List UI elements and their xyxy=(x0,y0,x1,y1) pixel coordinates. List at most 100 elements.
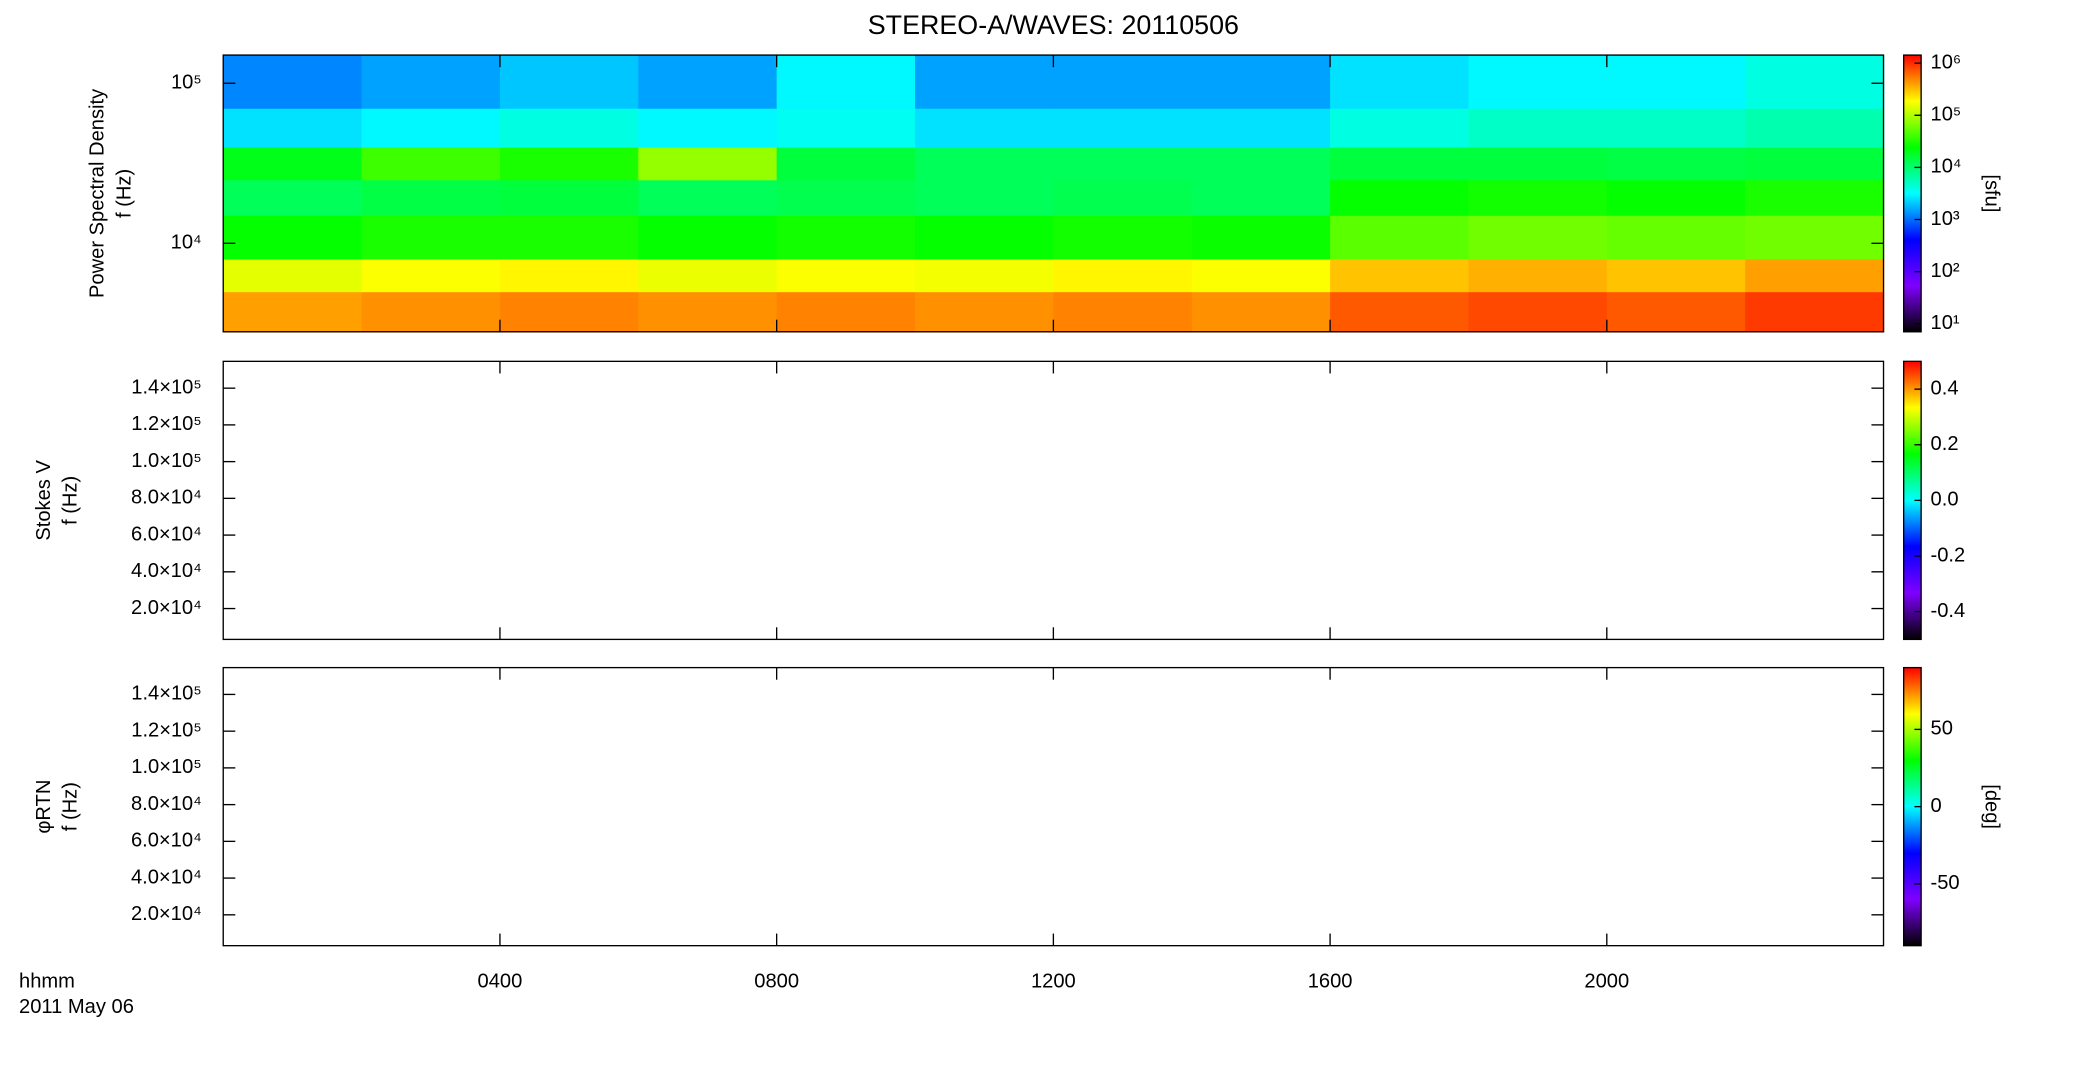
heatmap-cell xyxy=(915,146,1055,181)
heatmap-cell xyxy=(223,291,363,333)
colorbar xyxy=(1903,54,1922,333)
heatmap-cell xyxy=(1330,291,1470,333)
heatmap-cell xyxy=(1330,108,1470,148)
heatmap-cell xyxy=(361,258,501,293)
heatmap-cell xyxy=(1745,258,1885,293)
heatmap-cell xyxy=(638,215,778,260)
heatmap-cell xyxy=(1330,146,1470,181)
x-tick-label: 0400 xyxy=(478,970,523,992)
heatmap-cell xyxy=(361,146,501,181)
heatmap-cell xyxy=(361,291,501,333)
y-tick-label: 1.2×10⁵ xyxy=(131,719,201,741)
heatmap-cell xyxy=(1330,215,1470,260)
heatmap-cell xyxy=(1053,291,1193,333)
heatmap-cell xyxy=(1606,258,1746,293)
heatmap-cell xyxy=(915,179,1055,216)
heatmap-cell xyxy=(1053,215,1193,260)
colorbar-tick-label: 0.2 xyxy=(1931,433,1959,455)
heatmap-cell xyxy=(915,108,1055,148)
colorbar-tick-label: 10⁵ xyxy=(1931,104,1962,126)
heatmap-cell xyxy=(499,146,639,181)
y-tick-label: 10⁵ xyxy=(171,72,202,94)
heatmap-cell xyxy=(499,258,639,293)
heatmap-cell xyxy=(361,108,501,148)
heatmap-cell xyxy=(223,258,363,293)
heatmap-cell xyxy=(1745,215,1885,260)
heatmap-cell xyxy=(1053,258,1193,293)
heatmap-cell xyxy=(1606,291,1746,333)
heatmap-cell xyxy=(223,215,363,260)
heatmap-cell xyxy=(1468,258,1608,293)
x-tick-label: 2000 xyxy=(1584,970,1629,992)
heatmap-cell xyxy=(1191,55,1331,109)
heatmap-cell xyxy=(1330,258,1470,293)
heatmap-cell xyxy=(638,55,778,109)
colorbar-tick-label: 10³ xyxy=(1931,208,1960,230)
colorbar-tick-label: 0.4 xyxy=(1931,377,1959,399)
heatmap-cell xyxy=(776,55,916,109)
date-label: 2011 May 06 xyxy=(19,996,134,1018)
heatmap-cell xyxy=(1606,55,1746,109)
x-tick-label: 1600 xyxy=(1308,970,1353,992)
y-axis-label: f (Hz) xyxy=(60,476,82,525)
colorbar-tick-label: 0 xyxy=(1931,795,1942,817)
plot-frame xyxy=(222,666,1885,947)
heatmap-cell xyxy=(1606,146,1746,181)
heatmap-cell xyxy=(1191,258,1331,293)
colorbar-tick-label: -0.4 xyxy=(1931,600,1966,622)
heatmap-cell xyxy=(1745,291,1885,333)
y-axis-label: f (Hz) xyxy=(60,782,82,831)
heatmap-cell xyxy=(776,108,916,148)
heatmap-cell xyxy=(499,179,639,216)
y-tick-label: 10⁴ xyxy=(171,232,202,254)
y-tick-label: 2.0×10⁴ xyxy=(131,597,202,619)
colorbar-tick-label: 10⁴ xyxy=(1931,156,1962,178)
y-tick-label: 4.0×10⁴ xyxy=(131,866,202,888)
heatmap-cell xyxy=(1191,108,1331,148)
colorbar-tick-label: 0.0 xyxy=(1931,489,1959,511)
heatmap-cell xyxy=(776,179,916,216)
heatmap-cell xyxy=(776,291,916,333)
heatmap-cell xyxy=(1053,146,1193,181)
colorbar-label: [deg] xyxy=(1981,784,2003,829)
heatmap-cell xyxy=(223,146,363,181)
heatmap-cell xyxy=(1745,108,1885,148)
y-axis-label: Stokes V xyxy=(33,460,55,541)
heatmap-cell xyxy=(223,179,363,216)
heatmap-cell xyxy=(1468,55,1608,109)
heatmap-cell xyxy=(638,179,778,216)
heatmap-cell xyxy=(1330,55,1470,109)
heatmap-cell xyxy=(1053,55,1193,109)
heatmap-cell xyxy=(361,55,501,109)
heatmap-cell xyxy=(1468,291,1608,333)
y-tick-label: 8.0×10⁴ xyxy=(131,793,202,815)
heatmap-cell xyxy=(1191,215,1331,260)
heatmap-cell xyxy=(1468,179,1608,216)
colorbar-label: [sfu] xyxy=(1981,174,2003,212)
heatmap-cell xyxy=(1745,179,1885,216)
heatmap-cell xyxy=(361,179,501,216)
heatmap-cell xyxy=(638,258,778,293)
colorbar-tick-label: 10⁶ xyxy=(1931,51,1962,73)
heatmap-cell xyxy=(499,215,639,260)
colorbar-tick-label: -50 xyxy=(1931,872,1960,894)
y-tick-label: 1.4×10⁵ xyxy=(131,376,201,398)
heatmap-cell xyxy=(638,291,778,333)
heatmap-cell xyxy=(1606,179,1746,216)
heatmap-cell xyxy=(1053,108,1193,148)
heatmap-cell xyxy=(223,55,363,109)
y-tick-label: 1.0×10⁵ xyxy=(131,756,201,778)
y-tick-label: 1.4×10⁵ xyxy=(131,683,201,705)
heatmap-cell xyxy=(1191,291,1331,333)
plot-frame xyxy=(222,360,1885,641)
chart-title: STEREO-A/WAVES: 20110506 xyxy=(868,10,1239,40)
heatmap-cell xyxy=(499,108,639,148)
heatmap-cell xyxy=(1191,179,1331,216)
heatmap-cell xyxy=(915,215,1055,260)
heatmap-cell xyxy=(499,291,639,333)
heatmap-cell xyxy=(1468,108,1608,148)
y-tick-label: 8.0×10⁴ xyxy=(131,487,202,509)
heatmap-cell xyxy=(1468,215,1608,260)
y-tick-label: 1.0×10⁵ xyxy=(131,450,201,472)
y-tick-label: 6.0×10⁴ xyxy=(131,830,202,852)
